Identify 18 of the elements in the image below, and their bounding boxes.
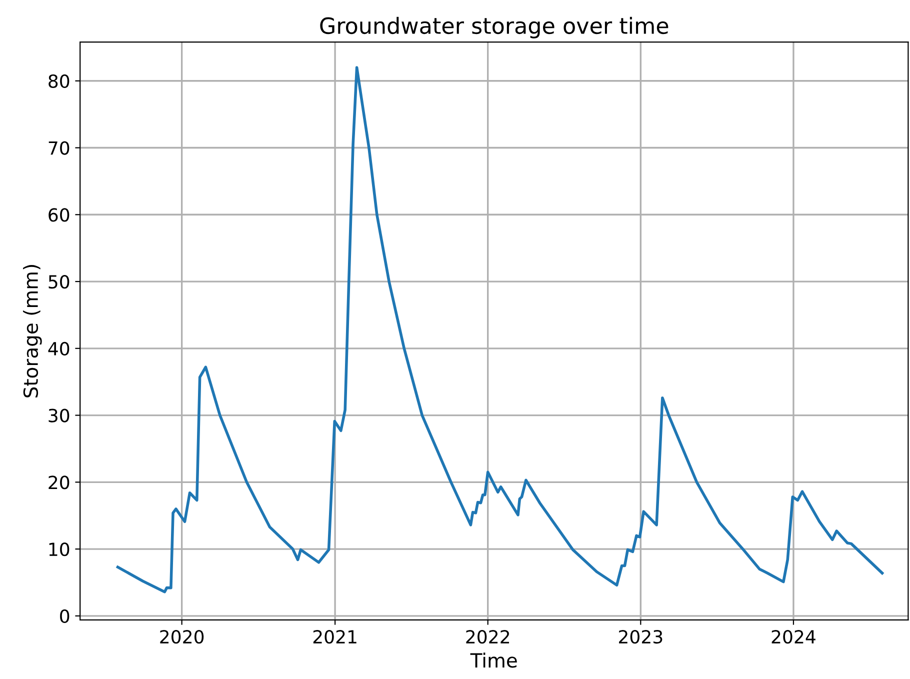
x-tick-label: 2020	[160, 630, 204, 644]
y-tick-label: 10	[49, 542, 70, 556]
y-tick-label: 70	[48, 141, 70, 155]
y-tick-label: 80	[48, 74, 70, 88]
line-series	[116, 66, 884, 594]
chart-title: Groundwater storage over time	[320, 16, 668, 38]
x-axis-title: Time	[470, 652, 517, 668]
y-axis-title: Storage (mm)	[23, 265, 42, 398]
y-tick-label: 60	[48, 208, 70, 222]
y-tick-label: 20	[48, 476, 70, 490]
y-tick-label: 0	[60, 609, 70, 624]
x-tick-label: 2024	[772, 630, 816, 644]
x-tick-label: 2023	[619, 630, 662, 644]
y-tick-label: 40	[48, 342, 70, 356]
y-tick-label: 30	[48, 408, 70, 422]
y-tick-label: 50	[48, 274, 70, 289]
x-tick-label: 2021	[313, 630, 356, 644]
x-tick-label: 2022	[466, 630, 510, 644]
